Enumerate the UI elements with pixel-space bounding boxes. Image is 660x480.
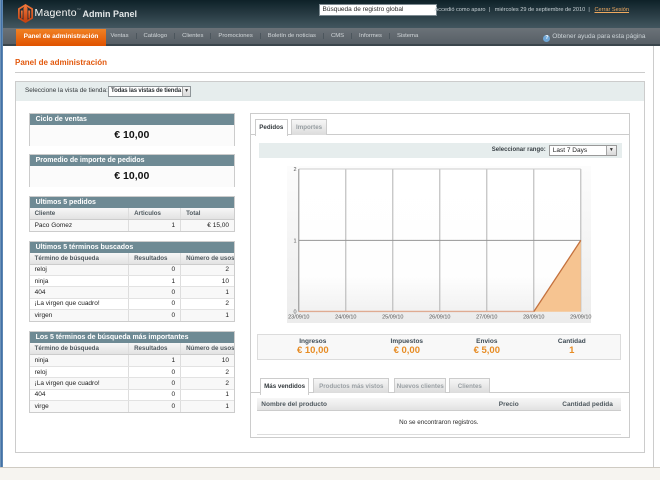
svg-text:28/09/10: 28/09/10	[523, 315, 544, 321]
svg-text:25/09/10: 25/09/10	[382, 315, 403, 321]
svg-text:29/09/10: 29/09/10	[570, 315, 591, 321]
svg-text:24/09/10: 24/09/10	[335, 315, 356, 321]
svg-text:0: 0	[293, 310, 296, 316]
svg-text:27/09/10: 27/09/10	[476, 315, 497, 321]
svg-text:26/09/10: 26/09/10	[429, 315, 450, 321]
svg-text:23/09/10: 23/09/10	[288, 315, 309, 321]
svg-text:1: 1	[293, 239, 296, 245]
svg-text:2: 2	[293, 167, 296, 173]
